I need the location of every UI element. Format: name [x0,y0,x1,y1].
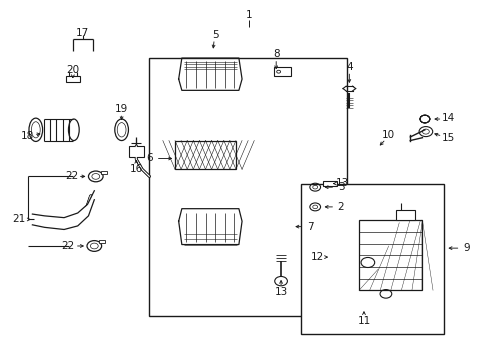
Text: 15: 15 [441,133,454,143]
Text: 22: 22 [61,241,75,251]
Text: 13: 13 [335,178,348,188]
Text: 17: 17 [76,28,89,38]
Text: 9: 9 [462,243,468,253]
Text: 7: 7 [306,222,313,231]
Text: 3: 3 [337,182,344,192]
Text: 10: 10 [381,130,394,140]
Text: 18: 18 [21,131,34,141]
Text: 8: 8 [272,49,279,59]
Bar [300,184,444,334]
Bar [65,76,80,82]
Text: 20: 20 [66,64,79,75]
Text: 2: 2 [337,202,344,212]
Text: 1: 1 [245,10,252,20]
Text: 16: 16 [129,164,142,174]
Bar [358,220,422,290]
Text: 5: 5 [211,30,218,40]
Text: 11: 11 [357,316,370,325]
Bar [395,210,414,220]
Text: 14: 14 [441,113,454,123]
Text: 13: 13 [274,287,287,297]
Bar [175,140,236,169]
Bar [149,58,346,316]
Bar [99,240,105,243]
Text: 21: 21 [13,215,26,224]
Text: 19: 19 [115,104,128,114]
Bar [273,67,290,76]
Text: 6: 6 [146,153,152,163]
Text: 4: 4 [346,62,352,72]
Text: 12: 12 [310,252,324,262]
Bar [322,181,336,186]
Bar [129,146,143,157]
Bar [101,171,106,174]
Text: 22: 22 [64,171,78,181]
